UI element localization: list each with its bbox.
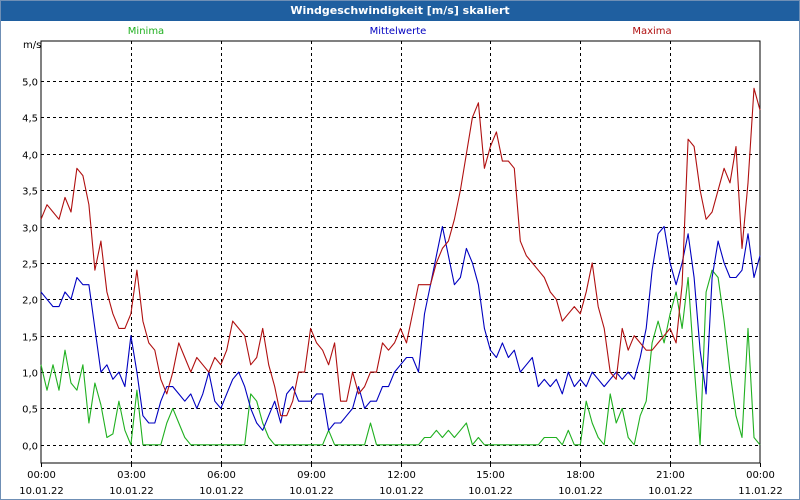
y-tick-label: 1,5 — [22, 333, 38, 344]
x-tick-date: 10.01.22 — [199, 486, 244, 497]
legend-minima: Minima — [128, 26, 164, 37]
legend-maxima: Maxima — [632, 26, 671, 37]
y-tick-label: 4,5 — [22, 114, 38, 125]
x-tick-date: 10.01.22 — [468, 486, 513, 497]
y-tick-label: 2,5 — [22, 260, 38, 271]
x-tick-date: 10.01.22 — [109, 486, 154, 497]
x-tick-time: 03:00 — [117, 470, 146, 481]
x-tick-time: 09:00 — [297, 470, 326, 481]
x-tick-time: 00:00 — [27, 470, 56, 481]
y-tick-label: 5,0 — [22, 78, 38, 89]
series-line-minima — [40, 269, 761, 446]
chart-title: Windgeschwindigkeit [m/s] skaliert — [1, 1, 799, 21]
y-tick-label: 2,0 — [22, 296, 38, 307]
x-tick-date: 10.01.22 — [289, 486, 334, 497]
x-tick-time: 15:00 — [476, 470, 505, 481]
x-tick-time: 21:00 — [656, 470, 685, 481]
y-tick-label: 0,5 — [22, 405, 38, 416]
x-tick-time: 00:00 — [746, 470, 775, 481]
y-tick-label: 1,0 — [22, 369, 38, 380]
plot-area — [40, 40, 761, 464]
x-tick-date: 10.01.22 — [558, 486, 603, 497]
grid-lines — [41, 41, 760, 463]
x-tick-time: 12:00 — [387, 470, 416, 481]
x-tick-time: 06:00 — [207, 470, 236, 481]
x-tick-date: 10.01.22 — [379, 486, 424, 497]
series-line-mittelwerte — [40, 225, 761, 431]
x-tick-date: 10.01.22 — [19, 486, 64, 497]
x-tick-time: 18:00 — [566, 470, 595, 481]
y-tick-label: 3,0 — [22, 224, 38, 235]
series-line-maxima — [40, 87, 761, 417]
y-axis-unit-label: m/s — [23, 40, 41, 51]
y-axis-ticks: 0,0 0,5 1,0 1,5 2,0 2,5 3,0 3,5 4,0 4,5 5,0 — [22, 78, 38, 453]
y-tick-label: 3,5 — [22, 187, 38, 198]
y-tick-label: 0,0 — [22, 442, 38, 453]
x-tick-date: 11.01.22 — [738, 486, 783, 497]
legend-mittelwerte: Mittelwerte — [370, 26, 427, 37]
x-tick-date: 10.01.22 — [648, 486, 693, 497]
series-lines — [40, 87, 761, 446]
chart-legend: Minima Mittelwerte Maxima — [128, 26, 672, 37]
x-axis-ticks: 00:00 10.01.22 03:00 10.01.22 06:00 10.01.22 0… — [19, 463, 783, 497]
y-tick-label: 4,0 — [22, 151, 38, 162]
